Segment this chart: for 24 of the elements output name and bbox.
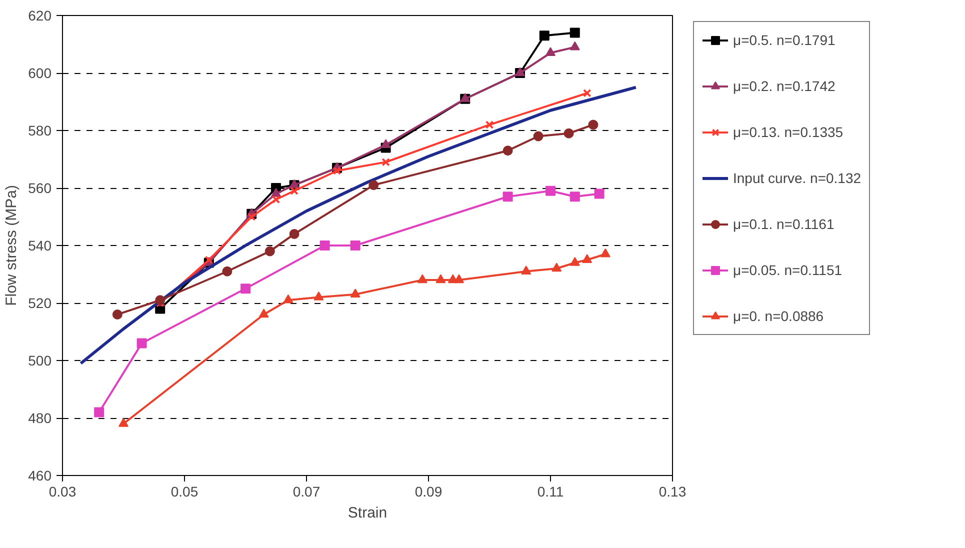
legend-label: μ=0.2. n=0.1742: [733, 78, 836, 94]
y-tick-label: 480: [28, 410, 52, 426]
x-tick-label: 0.03: [48, 484, 76, 500]
x-tick-label: 0.13: [658, 484, 686, 500]
x-axis-title: Strain: [348, 504, 388, 522]
legend-label: μ=0. n=0.0886: [733, 308, 824, 324]
y-tick-label: 460: [28, 468, 52, 484]
legend-label: μ=0.5. n=0.1791: [733, 32, 836, 48]
x-tick-label: 0.11: [537, 484, 564, 500]
x-tick-label: 0.07: [292, 484, 320, 500]
legend-label: Input curve. n=0.132: [733, 170, 862, 186]
x-tick-label: 0.09: [414, 484, 442, 500]
legend-label: μ=0.1. n=0.1161: [733, 216, 834, 232]
y-tick-label: 520: [28, 295, 52, 311]
y-tick-label: 580: [28, 122, 52, 138]
legend-label: μ=0.13. n=0.1335: [733, 124, 844, 140]
y-tick-label: 560: [28, 180, 52, 196]
y-tick-label: 620: [28, 8, 52, 24]
y-tick-label: 540: [28, 238, 52, 254]
y-tick-label: 600: [28, 65, 52, 81]
legend-label: μ=0.05. n=0.1151: [733, 262, 842, 278]
y-axis-title: Flow stress (MPa): [3, 185, 20, 306]
x-tick-label: 0.05: [170, 484, 198, 500]
y-tick-label: 500: [28, 352, 52, 368]
